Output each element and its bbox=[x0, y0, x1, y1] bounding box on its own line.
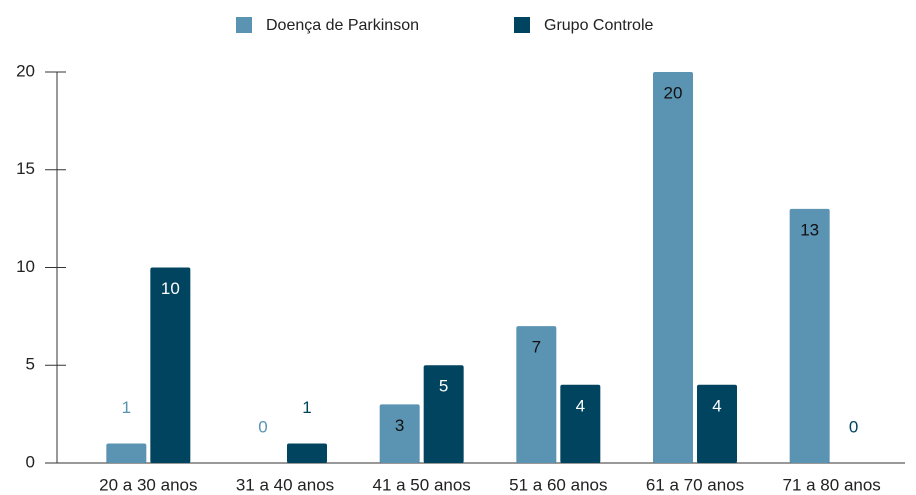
legend-label: Grupo Controle bbox=[544, 17, 653, 34]
y-tick-label: 20 bbox=[16, 61, 35, 80]
legend-label: Doença de Parkinson bbox=[266, 17, 419, 34]
legend-swatch bbox=[514, 17, 530, 33]
data-label: 3 bbox=[395, 416, 404, 435]
bar bbox=[423, 365, 464, 463]
y-tick-label: 10 bbox=[16, 257, 35, 276]
x-tick-label: 61 a 70 anos bbox=[646, 475, 744, 494]
x-tick-label: 31 a 40 anos bbox=[236, 475, 334, 494]
data-label: 0 bbox=[849, 417, 858, 436]
y-tick-label: 0 bbox=[26, 452, 35, 471]
data-label: 0 bbox=[258, 417, 267, 436]
data-label: 1 bbox=[122, 398, 131, 417]
data-label: 4 bbox=[576, 396, 585, 415]
data-label: 1 bbox=[302, 398, 311, 417]
x-tick-label: 71 a 80 anos bbox=[783, 475, 881, 494]
bar bbox=[697, 384, 737, 463]
data-label: 13 bbox=[800, 220, 819, 239]
bar bbox=[379, 404, 420, 463]
data-label: 20 bbox=[664, 83, 683, 102]
bar bbox=[106, 443, 147, 463]
x-tick-label: 20 a 30 anos bbox=[99, 475, 197, 494]
bar bbox=[150, 267, 191, 463]
data-label: 7 bbox=[532, 338, 541, 357]
bar bbox=[516, 326, 557, 463]
bar bbox=[287, 443, 327, 463]
bar bbox=[653, 72, 693, 463]
bar bbox=[560, 384, 601, 463]
data-label: 10 bbox=[161, 279, 180, 298]
data-label: 4 bbox=[712, 396, 721, 415]
data-label: 5 bbox=[439, 377, 448, 396]
y-tick-label: 15 bbox=[16, 159, 35, 178]
bar bbox=[789, 208, 830, 463]
legend-swatch bbox=[236, 17, 252, 33]
x-tick-label: 51 a 60 anos bbox=[509, 475, 607, 494]
y-tick-label: 5 bbox=[26, 355, 35, 374]
x-tick-label: 41 a 50 anos bbox=[373, 475, 471, 494]
